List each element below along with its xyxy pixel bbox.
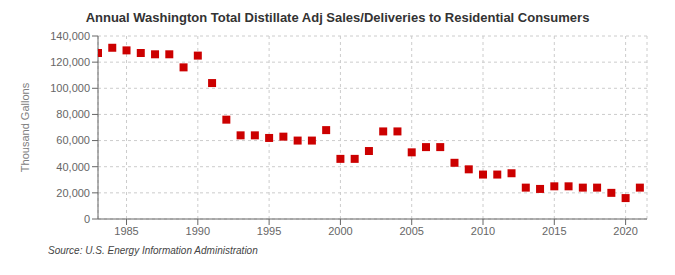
svg-text:2005: 2005 (399, 225, 423, 237)
svg-text:80,000: 80,000 (56, 108, 90, 120)
svg-text:60,000: 60,000 (56, 134, 90, 146)
svg-text:1990: 1990 (186, 225, 210, 237)
svg-text:40,000: 40,000 (56, 161, 90, 173)
html-text:Annual Washington Total Distil: Annual Washington Total Distillate Adj S… (85, 10, 590, 25)
svg-text:1995: 1995 (257, 225, 281, 237)
svg-text:0: 0 (84, 213, 90, 225)
svg-text:2015: 2015 (542, 225, 566, 237)
svg-text:120,000: 120,000 (50, 56, 90, 68)
svg-text:1985: 1985 (114, 225, 138, 237)
svg-text:2010: 2010 (471, 225, 495, 237)
svg-text:2000: 2000 (328, 225, 352, 237)
svg-text:Thousand Gallons: Thousand Gallons (19, 82, 31, 172)
svg-text:20,000: 20,000 (56, 187, 90, 199)
svg-text:140,000: 140,000 (50, 30, 90, 42)
svg-text:2020: 2020 (613, 225, 637, 237)
svg-text:100,000: 100,000 (50, 82, 90, 94)
html-text:Source: U.S. Energy Informatio: Source: U.S. Energy Information Administ… (48, 245, 258, 256)
